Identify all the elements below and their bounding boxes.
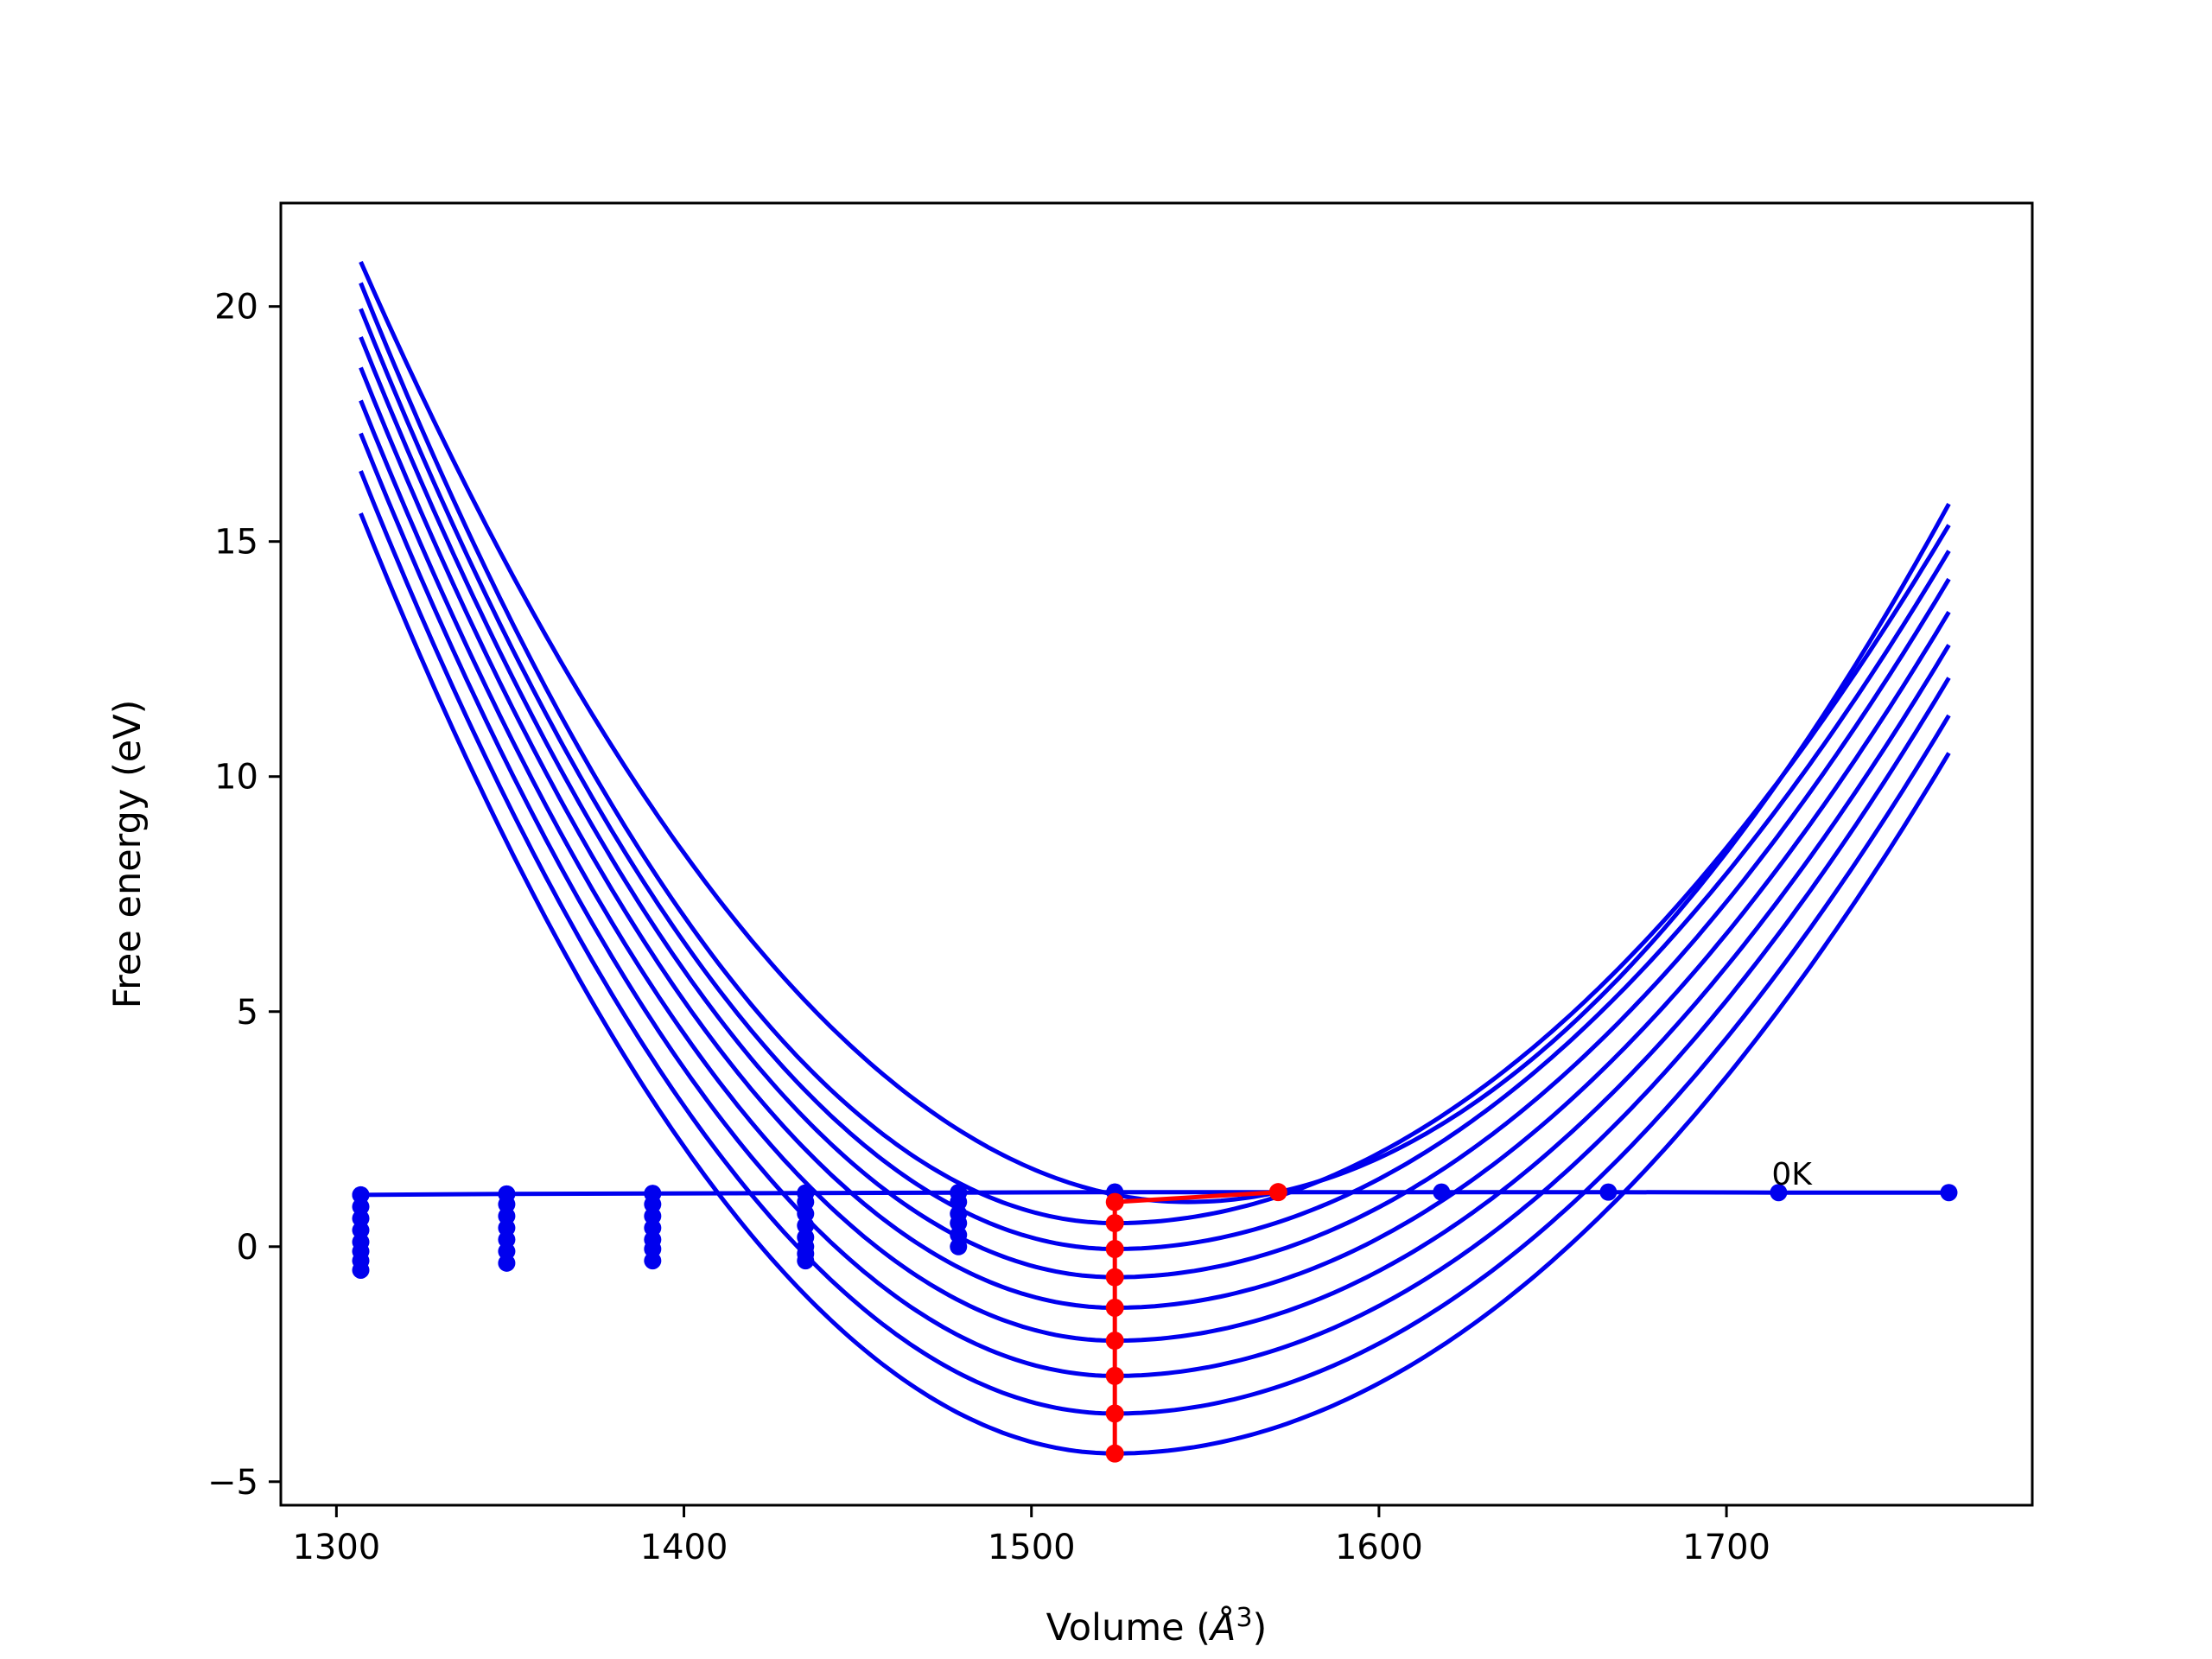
curve-4	[359, 366, 1951, 1311]
y-tick-label--5: −5	[207, 1463, 258, 1503]
curve-7	[359, 282, 1951, 1226]
red-point-3	[1105, 1239, 1124, 1258]
x-axis-label-symbol: Å	[1208, 1605, 1236, 1649]
y-tick-label-0: 0	[237, 1228, 258, 1268]
curve-2	[359, 432, 1951, 1378]
curves-layer	[359, 260, 1951, 1456]
point-0k-9	[1770, 1184, 1788, 1202]
x-axis-label-text: Volume (	[1046, 1606, 1211, 1649]
column-0-point-7	[352, 1261, 370, 1279]
plot-frame	[279, 201, 2034, 1507]
x-tick-label-1400: 1400	[640, 1528, 728, 1567]
red-point-1	[1105, 1192, 1124, 1211]
y-tick-label-20: 20	[214, 288, 258, 327]
red-point-2	[1105, 1214, 1124, 1233]
red-point-5	[1105, 1299, 1124, 1318]
x-axis-ticks: 1300 1400 1500 1600 1700	[292, 1505, 1770, 1567]
x-axis-label-close: )	[1253, 1606, 1268, 1649]
y-tick-label-15: 15	[214, 523, 258, 563]
annotation-0k: 0K	[1771, 1157, 1813, 1192]
x-tick-label-1500: 1500	[988, 1528, 1076, 1567]
red-point-8	[1105, 1404, 1124, 1423]
column-2-point-6	[644, 1252, 662, 1270]
point-0k-7	[1433, 1183, 1451, 1201]
red-path-line	[1112, 1190, 1279, 1454]
x-tick-label-1600: 1600	[1335, 1528, 1423, 1567]
red-point-6	[1105, 1332, 1124, 1351]
x-tick-label-1300: 1300	[292, 1528, 380, 1567]
point-0k-10	[1940, 1184, 1958, 1202]
curve-6	[359, 308, 1951, 1252]
x-tick-label-1700: 1700	[1682, 1528, 1770, 1567]
curve-3	[359, 399, 1951, 1344]
red-point-4	[1105, 1268, 1124, 1287]
red-point-7	[1105, 1366, 1124, 1385]
dots-layer	[352, 1183, 1124, 1279]
curve-0	[359, 512, 1951, 1456]
curve-1	[359, 470, 1951, 1416]
column-1-point-6	[498, 1254, 516, 1272]
x-axis-label: Volume (Å3)	[1046, 1603, 1268, 1649]
line-0k	[360, 1190, 1949, 1198]
column-4-point-5	[950, 1237, 968, 1255]
column-3-point-7	[797, 1252, 815, 1270]
point-0k-8	[1599, 1183, 1618, 1201]
y-axis-label: Free energy (eV)	[106, 700, 149, 1009]
y-tick-label-5: 5	[237, 993, 258, 1033]
red-point-0	[1268, 1183, 1287, 1202]
x-axis-label-exponent: 3	[1236, 1603, 1252, 1633]
y-tick-label-10: 10	[214, 758, 258, 798]
red-path-layer	[1105, 1183, 1287, 1463]
y-axis-ticks: −5 0 5 10 15 20	[207, 288, 281, 1503]
curve-8	[359, 260, 1951, 1205]
curve-5	[359, 336, 1951, 1280]
red-point-9	[1105, 1444, 1124, 1463]
